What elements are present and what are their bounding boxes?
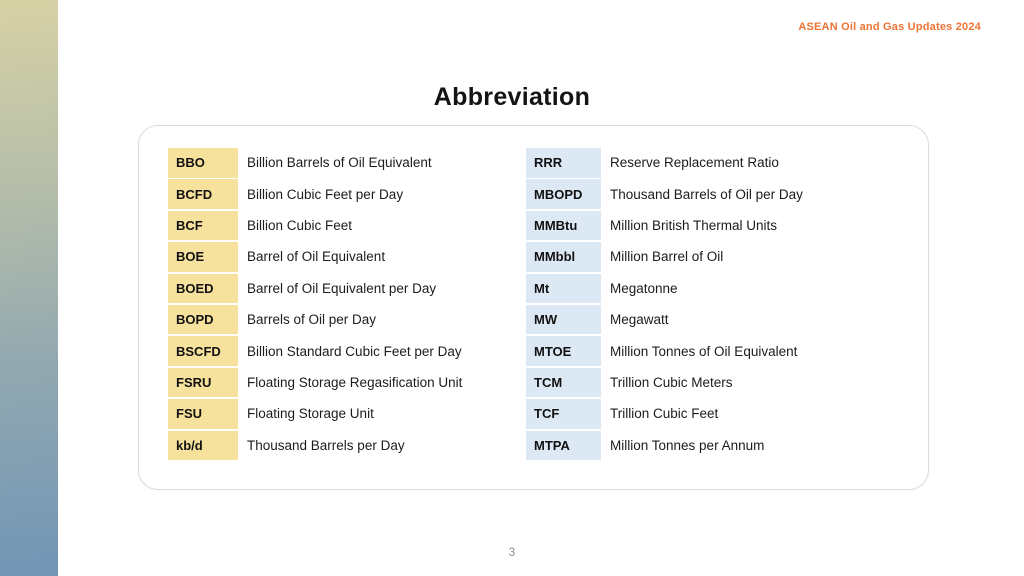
- abbr-meaning: Million Barrel of Oil: [610, 249, 724, 265]
- abbr-row: RRR Reserve Replacement Ratio: [526, 148, 803, 178]
- abbr-badge: MBOPD: [526, 179, 601, 209]
- abbr-badge: BOPD: [168, 304, 238, 335]
- abbr-badge: BCF: [168, 210, 238, 241]
- abbr-meaning: Trillion Cubic Feet: [610, 406, 719, 422]
- abbr-meaning: Barrels of Oil per Day: [247, 312, 377, 328]
- abbr-badge: FSU: [168, 399, 238, 429]
- abbr-badge: kb/d: [168, 430, 238, 461]
- abbr-row: MW Megawatt: [526, 304, 803, 335]
- abbr-row: BOED Barrel of Oil Equivalent per Day: [168, 273, 462, 304]
- abbr-badge: MW: [526, 304, 601, 335]
- abbr-row: MMBtu Million British Thermal Units: [526, 210, 803, 241]
- abbr-meaning: Megatonne: [610, 280, 678, 296]
- abbr-badge: RRR: [526, 148, 601, 178]
- abbr-meaning: Million Tonnes of Oil Equivalent: [610, 343, 798, 359]
- abbr-row: BCFD Billion Cubic Feet per Day: [168, 179, 462, 209]
- abbr-badge: Mt: [526, 273, 601, 304]
- slide-header: ASEAN Oil and Gas Updates 2024: [798, 21, 981, 33]
- abbr-meaning: Barrel of Oil Equivalent: [247, 249, 386, 265]
- abbr-meaning: Billion Barrels of Oil Equivalent: [247, 155, 432, 171]
- abbr-row: FSU Floating Storage Unit: [168, 399, 462, 429]
- abbr-meaning: Billion Cubic Feet: [247, 218, 353, 234]
- abbr-badge: MTOE: [526, 336, 601, 366]
- abbr-meaning: Thousand Barrels per Day: [247, 437, 405, 453]
- abbreviation-card: BBO Billion Barrels of Oil Equivalent BC…: [138, 125, 929, 490]
- page-number: 3: [508, 547, 516, 559]
- abbr-badge: BBO: [168, 148, 238, 178]
- abbr-meaning: Billion Standard Cubic Feet per Day: [247, 343, 462, 359]
- abbr-meaning: Barrel of Oil Equivalent per Day: [247, 280, 437, 296]
- abbr-badge: MMBtu: [526, 210, 601, 241]
- abbr-row: BBO Billion Barrels of Oil Equivalent: [168, 148, 462, 178]
- abbr-row: MBOPD Thousand Barrels of Oil per Day: [526, 179, 803, 209]
- abbr-row: BSCFD Billion Standard Cubic Feet per Da…: [168, 336, 462, 366]
- abbr-meaning: Million Tonnes per Annum: [610, 437, 765, 453]
- abbr-meaning: Floating Storage Regasification Unit: [247, 374, 463, 390]
- abbr-row: TCF Trillion Cubic Feet: [526, 399, 803, 429]
- abbr-meaning: Reserve Replacement Ratio: [610, 155, 779, 171]
- abbr-meaning: Billion Cubic Feet per Day: [247, 186, 404, 202]
- abbr-row: FSRU Floating Storage Regasification Uni…: [168, 367, 463, 398]
- abbr-row: Mt Megatonne: [526, 273, 803, 304]
- abbr-row: MTOE Million Tonnes of Oil Equivalent: [526, 336, 803, 366]
- abbr-badge: FSRU: [168, 367, 238, 398]
- abbr-badge: BOE: [168, 242, 238, 272]
- abbr-badge: TCM: [526, 367, 601, 398]
- abbr-row: MTPA Million Tonnes per Annum: [526, 430, 803, 461]
- abbr-badge: BSCFD: [168, 336, 238, 366]
- abbr-meaning: Million British Thermal Units: [610, 218, 778, 234]
- abbr-badge: MMbbl: [526, 242, 601, 272]
- abbr-badge: BOED: [168, 273, 238, 304]
- abbr-row: MMbbl Million Barrel of Oil: [526, 242, 803, 272]
- page-title: Abbreviation: [433, 83, 591, 111]
- abbr-badge: TCF: [526, 399, 601, 429]
- abbr-row: BOE Barrel of Oil Equivalent: [168, 242, 462, 272]
- abbr-meaning: Thousand Barrels of Oil per Day: [610, 186, 803, 202]
- abbreviation-column-right: RRR Reserve Replacement Ratio MBOPD Thou…: [526, 148, 803, 462]
- abbr-meaning: Floating Storage Unit: [247, 406, 374, 422]
- abbr-badge: MTPA: [526, 430, 601, 461]
- abbr-row: TCM Trillion Cubic Meters: [526, 367, 803, 398]
- abbr-meaning: Trillion Cubic Meters: [610, 374, 733, 390]
- abbr-row: BCF Billion Cubic Feet: [168, 210, 462, 241]
- abbreviation-column-left: BBO Billion Barrels of Oil Equivalent BC…: [168, 148, 462, 462]
- abbr-badge: BCFD: [168, 179, 238, 209]
- abbr-row: BOPD Barrels of Oil per Day: [168, 304, 462, 335]
- abbr-meaning: Megawatt: [610, 312, 669, 328]
- sidebar-gradient: [0, 0, 58, 576]
- abbr-row: kb/d Thousand Barrels per Day: [168, 430, 462, 461]
